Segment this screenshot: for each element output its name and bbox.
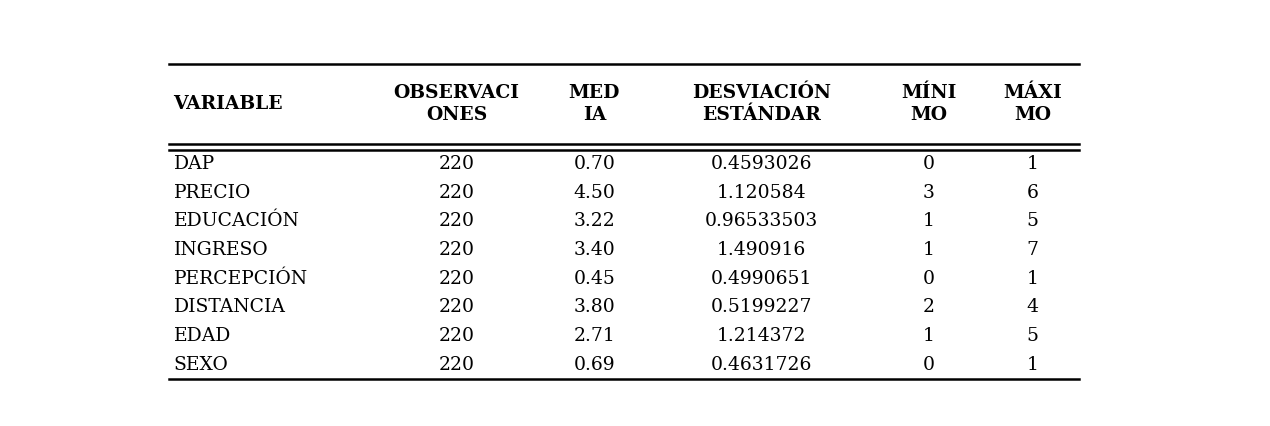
- Text: 1.490916: 1.490916: [718, 241, 806, 259]
- Text: 0: 0: [923, 155, 935, 173]
- Text: 4.50: 4.50: [573, 184, 615, 201]
- Text: 220: 220: [438, 356, 475, 374]
- Text: 3: 3: [923, 184, 935, 201]
- Text: 1.120584: 1.120584: [716, 184, 806, 201]
- Text: 220: 220: [438, 155, 475, 173]
- Text: 1.214372: 1.214372: [716, 327, 806, 345]
- Text: 0.5199227: 0.5199227: [711, 298, 813, 317]
- Text: 0.96533503: 0.96533503: [705, 212, 818, 230]
- Text: 5: 5: [1026, 212, 1039, 230]
- Text: PERCEPCIÓN: PERCEPCIÓN: [174, 270, 307, 288]
- Text: 3.40: 3.40: [574, 241, 615, 259]
- Text: EDAD: EDAD: [174, 327, 231, 345]
- Text: 220: 220: [438, 298, 475, 317]
- Text: PRECIO: PRECIO: [174, 184, 250, 201]
- Text: 2.71: 2.71: [574, 327, 615, 345]
- Text: 1: 1: [1026, 155, 1038, 173]
- Text: DESVIACIÓN
ESTÁNDAR: DESVIACIÓN ESTÁNDAR: [692, 83, 831, 124]
- Text: 7: 7: [1026, 241, 1039, 259]
- Text: 4: 4: [1026, 298, 1039, 317]
- Text: DISTANCIA: DISTANCIA: [174, 298, 286, 317]
- Text: DAP: DAP: [174, 155, 215, 173]
- Text: 1: 1: [923, 212, 935, 230]
- Text: 0.69: 0.69: [574, 356, 615, 374]
- Text: 3.22: 3.22: [574, 212, 615, 230]
- Text: 220: 220: [438, 270, 475, 288]
- Text: 220: 220: [438, 212, 475, 230]
- Text: MÁXI
MO: MÁXI MO: [1003, 83, 1062, 124]
- Text: 0: 0: [923, 356, 935, 374]
- Text: 220: 220: [438, 327, 475, 345]
- Text: MÍNI
MO: MÍNI MO: [902, 83, 956, 124]
- Text: 1: 1: [923, 327, 935, 345]
- Text: 1: 1: [1026, 270, 1038, 288]
- Text: INGRESO: INGRESO: [174, 241, 268, 259]
- Text: 220: 220: [438, 184, 475, 201]
- Text: 220: 220: [438, 241, 475, 259]
- Text: 0.4631726: 0.4631726: [711, 356, 813, 374]
- Text: 0.4990651: 0.4990651: [711, 270, 813, 288]
- Text: 0.45: 0.45: [573, 270, 615, 288]
- Text: 3.80: 3.80: [574, 298, 615, 317]
- Text: EDUCACIÓN: EDUCACIÓN: [174, 212, 300, 230]
- Text: VARIABLE: VARIABLE: [174, 95, 283, 112]
- Text: 1: 1: [923, 241, 935, 259]
- Text: 5: 5: [1026, 327, 1039, 345]
- Text: 6: 6: [1026, 184, 1038, 201]
- Text: SEXO: SEXO: [174, 356, 229, 374]
- Text: 0.70: 0.70: [573, 155, 615, 173]
- Text: OBSERVACI
ONES: OBSERVACI ONES: [394, 83, 519, 124]
- Text: 2: 2: [923, 298, 935, 317]
- Text: MED
IA: MED IA: [569, 83, 620, 124]
- Text: 0.4593026: 0.4593026: [711, 155, 813, 173]
- Text: 0: 0: [923, 270, 935, 288]
- Text: 1: 1: [1026, 356, 1038, 374]
